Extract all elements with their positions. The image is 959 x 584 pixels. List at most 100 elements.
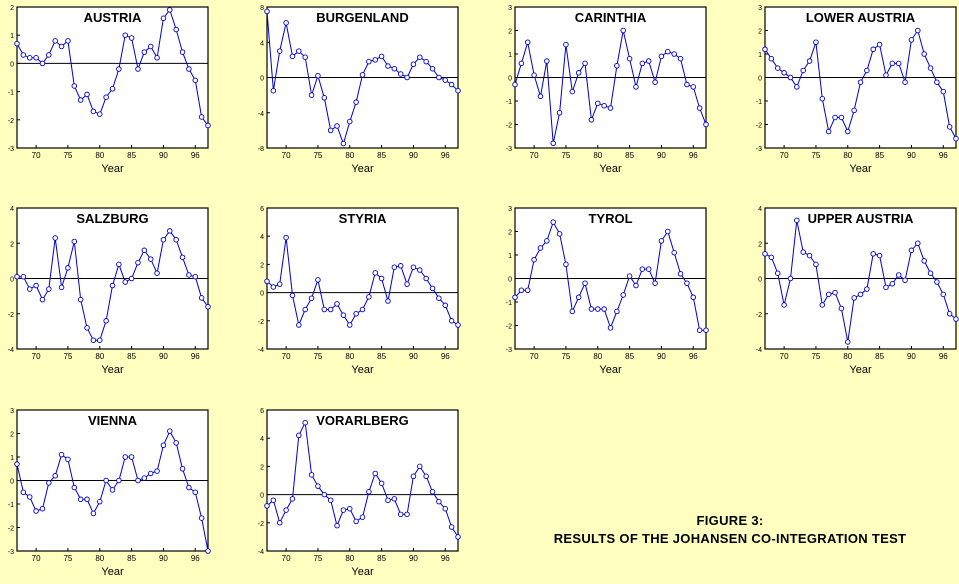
data-point <box>645 266 652 272</box>
plot-area: -3 -2 -1 0 1 2 3 70 75 80 85 90 96 Year TYROL <box>506 206 709 376</box>
data-point <box>141 475 148 481</box>
x-tick-label: 75 <box>811 352 820 361</box>
y-tick-label: 2 <box>10 432 14 439</box>
data-point <box>160 442 167 449</box>
data-point <box>116 66 122 72</box>
data-point <box>353 518 359 525</box>
chart-svg: -4 -2 0 2 4 6 70 75 80 85 90 96 Year VORARLBERG <box>258 408 461 578</box>
data-point <box>90 108 97 115</box>
data-point <box>135 477 141 484</box>
x-tick-label: 96 <box>441 151 450 160</box>
data-point <box>128 275 135 282</box>
data-point <box>109 282 116 289</box>
data-point <box>889 281 896 287</box>
data-point <box>781 302 787 308</box>
plot-frame <box>266 207 459 350</box>
data-point <box>192 77 199 84</box>
plot-area: -3 -2 -1 0 1 2 3 70 75 80 85 90 96 Year VIENNA <box>8 408 211 578</box>
data-point <box>122 279 128 285</box>
data-point <box>512 294 518 301</box>
x-tick-label: 70 <box>780 151 789 160</box>
data-point <box>410 61 417 68</box>
data-point <box>186 272 192 278</box>
data-point <box>397 71 404 77</box>
data-point <box>154 55 160 61</box>
data-point <box>39 505 46 512</box>
plot-area: -4 -2 0 2 4 6 70 75 80 85 90 96 Year STYRIA <box>258 206 461 376</box>
data-point <box>147 256 154 262</box>
data-point <box>455 322 461 328</box>
data-point <box>684 81 690 88</box>
data-point <box>417 54 423 60</box>
chart-title: CARINTHIA <box>575 10 647 25</box>
y-tick-label: 2 <box>508 230 512 237</box>
data-point <box>544 58 550 64</box>
data-point <box>601 102 607 109</box>
y-tick-label: 2 <box>758 29 762 36</box>
chart-panel-salzburg: -4 -2 0 2 4 70 75 80 85 90 96 Year SALZBURG <box>0 206 211 381</box>
data-point <box>423 58 429 65</box>
data-point <box>46 286 52 292</box>
x-tick-label: 85 <box>127 352 136 361</box>
x-axis-title: Year <box>849 163 872 175</box>
y-tick-label: -2 <box>506 324 512 331</box>
data-point <box>518 287 525 293</box>
x-tick-label: 90 <box>409 352 418 361</box>
data-point <box>20 489 27 495</box>
data-point <box>671 249 677 256</box>
y-tick-label: 2 <box>508 29 512 36</box>
data-point <box>84 496 90 503</box>
data-point <box>264 503 270 509</box>
data-point <box>372 470 378 477</box>
y-tick-label: 4 <box>260 234 264 241</box>
y-tick-label: -4 <box>258 347 264 354</box>
data-point <box>417 463 423 470</box>
x-tick-label: 70 <box>32 554 41 563</box>
data-point <box>90 337 97 343</box>
y-tick-label: -3 <box>8 146 14 153</box>
data-point <box>690 294 697 301</box>
chart-title: BURGENLAND <box>316 10 408 25</box>
data-point <box>14 461 20 467</box>
data-point <box>20 52 27 58</box>
data-point <box>308 295 315 301</box>
x-axis-title: Year <box>849 364 872 376</box>
y-tick-label: -2 <box>8 312 14 319</box>
data-point <box>684 280 690 286</box>
data-point <box>135 259 141 266</box>
x-tick-label: 96 <box>939 151 948 160</box>
data-point <box>154 468 160 474</box>
data-point <box>167 7 173 13</box>
y-tick-label: 6 <box>260 408 264 415</box>
y-tick-label: 4 <box>260 436 264 443</box>
x-tick-label: 85 <box>875 352 884 361</box>
plot-area: -4 -2 0 2 4 70 75 80 85 90 96 Year SALZBURG <box>8 206 211 376</box>
data-point <box>696 327 703 333</box>
x-tick-label: 75 <box>811 151 820 160</box>
data-point <box>147 470 154 477</box>
data-point <box>703 327 709 333</box>
data-point <box>26 286 33 292</box>
data-point <box>633 282 639 289</box>
data-point <box>902 79 908 85</box>
x-tick-label: 85 <box>377 554 386 563</box>
x-tick-label: 70 <box>282 554 291 563</box>
data-point <box>198 114 205 120</box>
data-point <box>283 20 289 26</box>
chart-title: SALZBURG <box>76 211 148 226</box>
data-point <box>46 480 52 486</box>
data-point <box>147 43 154 50</box>
x-axis-title: Year <box>351 364 374 376</box>
plot-area: -3 -2 -1 0 1 2 3 70 75 80 85 90 96 Year LOWER AUSTRIA <box>756 5 959 175</box>
y-tick-label: -4 <box>8 347 14 354</box>
data-point <box>851 295 857 301</box>
data-point <box>340 140 347 147</box>
data-point <box>429 489 436 495</box>
data-point <box>537 245 544 251</box>
data-point <box>167 228 173 234</box>
data-point <box>52 235 58 241</box>
data-point <box>192 489 199 495</box>
y-tick-label: -1 <box>8 502 14 509</box>
data-point <box>588 117 595 123</box>
data-point <box>819 302 826 308</box>
